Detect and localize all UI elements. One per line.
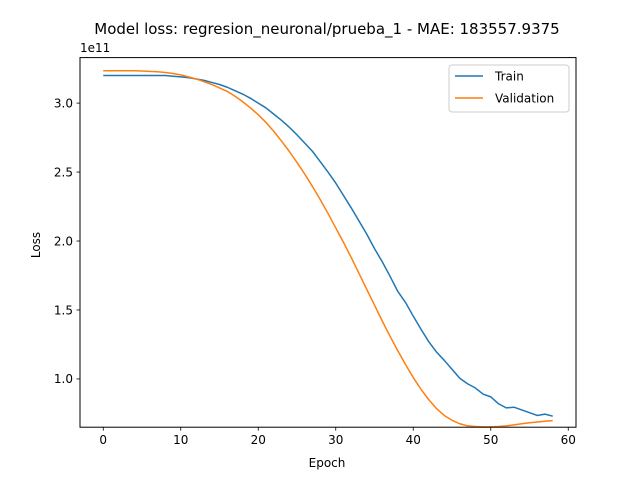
y-tick-label: 2.0 <box>54 234 73 248</box>
x-tick-label: 40 <box>406 433 421 447</box>
series-line-train <box>103 74 553 417</box>
chart-title: Model loss: regresion_neuronal/prueba_1 … <box>94 20 559 39</box>
tick-layer: 0 10 20 30 40 50 60 1.0 1.5 2.0 2.5 3.0 <box>54 96 576 447</box>
x-tick-label: 60 <box>561 433 576 447</box>
y-axis-offset-label: 1e11 <box>80 41 110 55</box>
plot-frame <box>79 57 577 428</box>
y-tick-label: 3.0 <box>54 96 73 110</box>
series-line-validation <box>103 69 553 428</box>
y-tick-label: 2.5 <box>54 165 73 179</box>
legend-label-train: Train <box>494 70 524 84</box>
legend: Train Validation <box>448 64 570 113</box>
y-tick-label: 1.0 <box>54 372 73 386</box>
x-tick-label: 10 <box>173 433 188 447</box>
x-axis-label: Epoch <box>309 456 346 470</box>
series-layer <box>103 69 553 428</box>
x-tick-label: 20 <box>251 433 266 447</box>
x-tick-label: 0 <box>99 433 107 447</box>
x-tick-label: 30 <box>328 433 343 447</box>
y-tick-label: 1.5 <box>54 303 73 317</box>
legend-label-validation: Validation <box>495 92 554 106</box>
x-tick-label: 50 <box>483 433 498 447</box>
y-axis-label: Loss <box>29 232 43 258</box>
